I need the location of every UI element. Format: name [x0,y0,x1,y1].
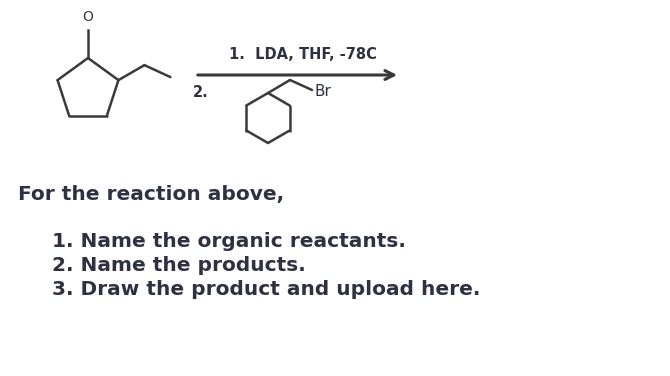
Text: For the reaction above,: For the reaction above, [18,185,284,204]
Text: 1. Name the organic reactants.: 1. Name the organic reactants. [52,232,406,251]
Text: O: O [82,10,93,24]
Text: 3. Draw the product and upload here.: 3. Draw the product and upload here. [52,280,480,299]
Text: 2.: 2. [193,85,209,100]
Text: 2. Name the products.: 2. Name the products. [52,256,306,275]
Text: Br: Br [315,83,332,99]
Text: 1.  LDA, THF, -78C: 1. LDA, THF, -78C [228,47,377,62]
